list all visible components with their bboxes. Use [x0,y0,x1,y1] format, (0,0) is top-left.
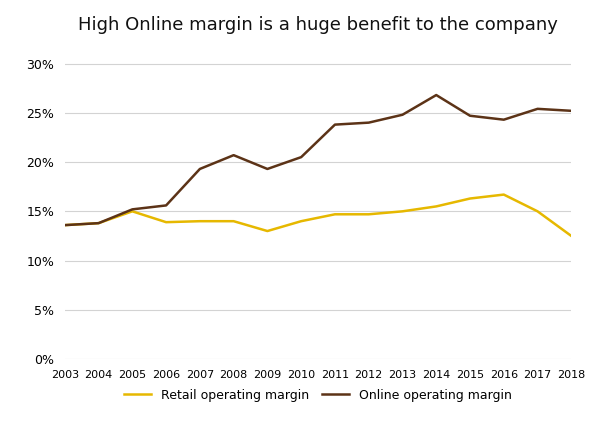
Line: Online operating margin: Online operating margin [65,95,571,225]
Retail operating margin [399,208,406,214]
Online operating margin [230,152,237,158]
Online operating margin [332,122,339,127]
Retail operating margin [264,229,271,234]
Online operating margin [163,203,170,208]
Online operating margin [196,166,203,172]
Online operating margin [534,106,541,112]
Online operating margin [466,113,474,118]
Title: High Online margin is a huge benefit to the company: High Online margin is a huge benefit to … [78,16,558,34]
Retail operating margin [196,219,203,224]
Retail operating margin [534,208,541,214]
Online operating margin [568,108,575,113]
Online operating margin [129,207,136,212]
Retail operating margin [332,212,339,217]
Online operating margin [95,221,102,226]
Retail operating margin [500,192,507,197]
Retail operating margin [297,219,305,224]
Online operating margin [433,92,440,98]
Retail operating margin [365,212,372,217]
Retail operating margin [466,196,474,201]
Retail operating margin [433,204,440,209]
Retail operating margin [230,219,237,224]
Retail operating margin [61,223,68,228]
Legend: Retail operating margin, Online operating margin: Retail operating margin, Online operatin… [119,384,517,406]
Online operating margin [500,117,507,122]
Retail operating margin [568,233,575,239]
Retail operating margin [163,219,170,225]
Online operating margin [365,120,372,125]
Online operating margin [297,155,305,160]
Retail operating margin [129,208,136,214]
Online operating margin [264,166,271,172]
Online operating margin [61,223,68,228]
Line: Retail operating margin: Retail operating margin [65,194,571,236]
Online operating margin [399,112,406,117]
Retail operating margin [95,221,102,226]
